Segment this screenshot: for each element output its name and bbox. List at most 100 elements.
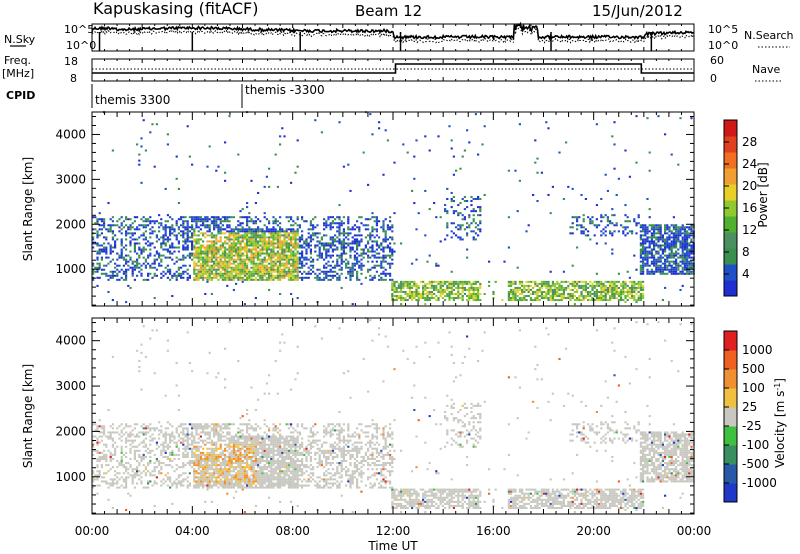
power-echo-cell <box>197 220 200 223</box>
power-echo-cell <box>327 216 330 219</box>
power-echo-cell <box>589 222 592 225</box>
power-echo-cell <box>186 224 189 227</box>
power-echo-cell <box>129 258 132 261</box>
power-echo-cell <box>677 248 680 251</box>
power-echo-cell <box>437 135 440 138</box>
power-echo-cell <box>540 284 543 287</box>
power-echo-cell <box>428 290 431 293</box>
power-echo-cell <box>217 232 220 235</box>
power-echo-cell <box>573 282 576 285</box>
power-echo-cell <box>204 220 207 223</box>
power-echo-cell <box>153 272 156 275</box>
power-echo-cell <box>177 228 180 231</box>
power-echo-cell <box>430 284 433 287</box>
power-echo-cell <box>254 238 257 241</box>
power-echo-cell <box>474 113 477 116</box>
power-echo-cell <box>182 224 185 227</box>
power-echo-cell <box>670 270 673 273</box>
power-echo-cell <box>367 268 370 271</box>
power-echo-cell <box>92 278 95 281</box>
power-echo-cell <box>461 299 464 302</box>
power-echo-cell <box>147 272 150 275</box>
power-echo-cell <box>582 280 585 283</box>
power-echo-cell <box>580 286 583 289</box>
power-echo-cell <box>226 278 229 281</box>
power-echo-cell <box>120 224 123 227</box>
velocity-echo-cell <box>175 429 178 432</box>
velocity-echo-cell <box>144 425 147 428</box>
power-echo-cell <box>316 254 319 257</box>
power-echo-cell <box>598 290 601 293</box>
power-echo-cell <box>637 299 640 302</box>
power-echo-cell <box>466 280 469 283</box>
power-echo-cell <box>312 234 315 237</box>
power-echo-cell <box>661 238 664 241</box>
power-echo-cell <box>483 125 486 128</box>
power-echo-cell <box>274 222 277 225</box>
power-echo-cell <box>646 252 649 255</box>
power-echo-cell <box>279 276 282 279</box>
power-echo-cell <box>270 248 273 251</box>
power-echo-cell <box>411 280 414 283</box>
power-echo-cell <box>400 297 403 300</box>
power-echo-cell <box>230 230 233 233</box>
power-echo-cell <box>386 139 389 142</box>
power-echo-cell <box>226 224 229 227</box>
velocity-echo-cell <box>120 460 123 463</box>
power-echo-cell <box>241 262 244 265</box>
power-echo-cell <box>94 216 97 219</box>
power-echo-cell <box>281 230 284 233</box>
power-echo-cell <box>191 236 194 239</box>
power-echo-cell <box>263 270 266 273</box>
power-echo-cell <box>657 264 660 267</box>
power-echo-cell <box>459 280 462 283</box>
power-echo-cell <box>224 232 227 235</box>
power-echo-cell <box>140 234 143 237</box>
power-echo-cell <box>246 216 249 219</box>
power-echo-cell <box>268 256 271 259</box>
power-echo-cell <box>672 266 675 269</box>
power-echo-cell <box>683 258 686 261</box>
power-echo-cell <box>551 288 554 291</box>
power-echo-cell <box>367 234 370 237</box>
power-echo-cell <box>105 256 108 259</box>
velocity-echo-cell <box>100 466 103 469</box>
power-echo-cell <box>228 238 231 241</box>
velocity-echo-cell <box>171 453 174 456</box>
power-echo-cell <box>177 240 180 243</box>
power-echo-cell <box>312 270 315 273</box>
power-echo-cell <box>391 236 394 239</box>
power-echo-cell <box>268 228 271 231</box>
power-echo-cell <box>182 256 185 259</box>
power-echo-cell <box>336 260 339 263</box>
power-echo-cell <box>325 234 328 237</box>
power-echo-cell <box>675 262 678 265</box>
velocity-echo-cell <box>184 445 187 448</box>
power-echo-cell <box>334 274 337 277</box>
power-echo-cell <box>538 288 541 291</box>
power-echo-cell <box>604 234 607 237</box>
power-echo-cell <box>668 268 671 271</box>
velocity-echo-cell <box>92 443 95 446</box>
power-echo-cell <box>257 268 260 271</box>
power-echo-cell <box>554 290 557 293</box>
power-echo-cell <box>367 240 370 243</box>
power-echo-cell <box>606 218 609 221</box>
velocity-echo-cell <box>169 423 172 426</box>
power-echo-cell <box>129 218 132 221</box>
velocity-echo-cell <box>129 433 132 436</box>
power-echo-cell <box>215 254 218 257</box>
power-echo-cell <box>631 288 634 291</box>
power-echo-cell <box>672 272 675 275</box>
power-echo-cell <box>642 238 645 241</box>
power-echo-cell <box>208 264 211 267</box>
power-echo-cell <box>261 274 264 277</box>
power-echo-cell <box>690 272 693 275</box>
power-echo-cell <box>415 282 418 285</box>
velocity-echo-cell <box>140 482 143 485</box>
power-echo-cell <box>276 272 279 275</box>
power-echo-cell <box>296 139 299 142</box>
power-echo-cell <box>338 242 341 245</box>
velocity-echo-cell <box>155 443 158 446</box>
power-echo-cell <box>639 234 642 237</box>
